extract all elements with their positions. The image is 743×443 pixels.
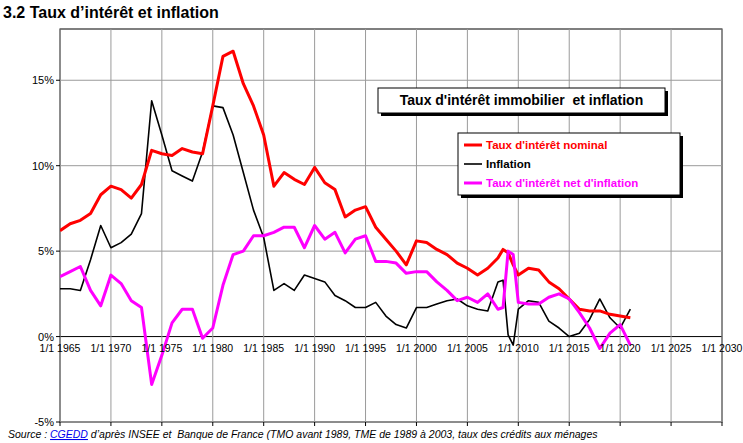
y-tick <box>56 165 60 166</box>
y-tick <box>56 336 60 337</box>
background <box>0 0 743 443</box>
source-prefix: Source : <box>8 428 50 440</box>
y-tick <box>56 80 60 81</box>
x-grid-line <box>161 29 162 422</box>
series-line <box>60 226 630 385</box>
x-tick <box>60 422 61 426</box>
x-tick-label: 1/1 1980 <box>192 342 233 354</box>
x-tick <box>722 422 723 426</box>
y-tick-label: 5% <box>38 245 54 257</box>
x-tick <box>110 422 111 426</box>
y-grid-line <box>60 251 722 252</box>
x-tick-label: 1/1 1990 <box>294 342 335 354</box>
subtitle-box <box>378 88 665 113</box>
y-tick-label: -5% <box>34 416 54 428</box>
legend-label: Taux d'intérêt net d'inflation <box>486 177 638 189</box>
source-link: CGEDD <box>50 428 88 440</box>
grid <box>60 29 722 422</box>
legend-swatch <box>464 144 482 147</box>
y-grid-line <box>60 422 722 423</box>
legend-box <box>458 133 680 195</box>
y-tick <box>56 422 60 423</box>
x-tick <box>620 422 621 426</box>
x-tick <box>569 422 570 426</box>
x-grid-line <box>722 29 723 422</box>
y-tick <box>56 251 60 252</box>
x-tick <box>365 422 366 426</box>
x-tick-label: 1/1 2000 <box>396 342 437 354</box>
x-tick <box>212 422 213 426</box>
source-text: d’après INSEE et Banque de France (TMO a… <box>88 428 598 440</box>
x-tick-label: 1/1 2005 <box>447 342 488 354</box>
x-tick-label: 1/1 1995 <box>345 342 386 354</box>
x-tick <box>416 422 417 426</box>
x-tick <box>263 422 264 426</box>
subtitle: Taux d'intérêt immobilier et inflation <box>400 92 643 108</box>
legend-label: Taux d'intérêt nominal <box>486 139 607 151</box>
title: 3.2 Taux d’intérêt et inflation <box>3 4 219 21</box>
x-tick <box>671 422 672 426</box>
x-tick-label: 1/1 2015 <box>549 342 590 354</box>
x-grid-line <box>60 29 61 422</box>
x-tick-label: 1/1 2025 <box>651 342 692 354</box>
x-tick-label: 1/1 1975 <box>141 342 182 354</box>
x-tick-label: 1/1 2030 <box>702 342 743 354</box>
x-tick-label: 1/1 1985 <box>243 342 284 354</box>
source: Source : CGEDD d’après INSEE et Banque d… <box>8 428 598 440</box>
x-tick-label: 1/1 1970 <box>90 342 131 354</box>
x-tick <box>161 422 162 426</box>
x-grid-line <box>365 29 366 422</box>
x-grid-line <box>110 29 111 422</box>
x-grid-line <box>212 29 213 422</box>
y-grid-line <box>60 80 722 81</box>
x-tick <box>518 422 519 426</box>
y-tick-label: 15% <box>32 74 54 86</box>
x-tick <box>467 422 468 426</box>
x-grid-line <box>671 29 672 422</box>
legend-label: Inflation <box>486 158 531 170</box>
plot-frame <box>60 29 722 422</box>
chart: 3.2 Taux d’intérêt et inflation-5%0%5%10… <box>0 0 743 443</box>
x-tick-label: 1/1 2020 <box>600 342 641 354</box>
legend-swatch <box>464 182 482 185</box>
y-grid-line <box>60 336 722 337</box>
y-tick-label: 10% <box>32 160 54 172</box>
x-tick-label: 1/1 1965 <box>40 342 81 354</box>
x-grid-line <box>263 29 264 422</box>
legend-swatch <box>464 163 482 165</box>
x-tick <box>314 422 315 426</box>
x-tick-label: 1/1 2010 <box>498 342 539 354</box>
